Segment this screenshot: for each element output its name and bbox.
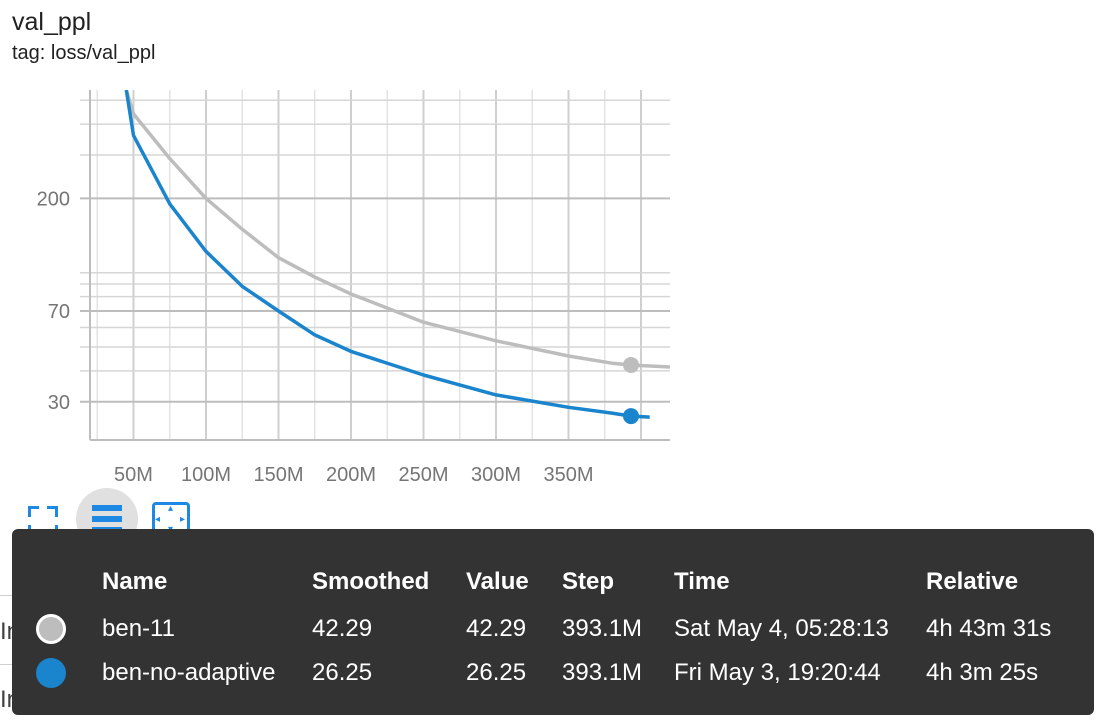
chart-ticks: 50M 100M 150M 200M 250M 300M 350M 30 70 200 [37, 188, 594, 486]
x-tick-label: 350M [543, 464, 593, 486]
header-smoothed: Smoothed [312, 568, 430, 595]
row-divider [0, 595, 20, 596]
series-line-1 [124, 90, 650, 419]
series-color-dot [36, 614, 66, 644]
x-tick-label: 50M [114, 464, 153, 486]
y-tick-label: 70 [48, 301, 70, 323]
chart-title: val_ppl [12, 8, 92, 36]
y-tick-label: 30 [48, 392, 70, 414]
x-tick-label: 150M [253, 464, 303, 486]
header-step: Step [562, 568, 615, 595]
header-relative: Relative [926, 568, 1019, 595]
row-value: 42.29 [466, 615, 527, 642]
row-smoothed: 42.29 [312, 615, 373, 642]
x-tick-label: 300M [471, 464, 521, 486]
row-smoothed: 26.25 [312, 659, 373, 686]
row-time: Sat May 4, 05:28:13 [674, 615, 889, 642]
series-line-0 [124, 90, 670, 369]
row-divider [0, 664, 20, 665]
line-chart[interactable]: 50M 100M 150M 200M 250M 300M 350M 30 70 200 [0, 0, 700, 490]
chart-tooltip: Name Smoothed Value Step Time Relative b… [12, 529, 1094, 715]
y-tick-label: 200 [37, 188, 70, 210]
x-tick-label: 100M [181, 464, 231, 486]
tooltip-header-row: Name Smoothed Value Step Time Relative [36, 565, 1076, 607]
chart-axes [89, 90, 670, 441]
chart-subtitle: tag: loss/val_ppl [12, 42, 156, 64]
row-relative: 4h 43m 31s [926, 615, 1052, 642]
series-highlight-point-1 [622, 408, 639, 425]
row-step: 393.1M [562, 659, 643, 686]
header-name: Name [102, 568, 168, 595]
row-relative: 4h 3m 25s [926, 659, 1039, 686]
header-time: Time [674, 568, 730, 595]
tooltip-row: ben-11 42.29 42.29 393.1M Sat May 4, 05:… [36, 607, 1076, 651]
series-color-dot [36, 658, 66, 688]
chart-grid [80, 90, 670, 440]
row-name: ben-no-adaptive [102, 659, 276, 686]
header-value: Value [466, 568, 529, 595]
series-highlight-point-0 [622, 356, 639, 373]
tooltip-row: ben-no-adaptive 26.25 26.25 393.1M Fri M… [36, 651, 1076, 695]
chart-series [124, 90, 670, 425]
x-tick-label: 250M [398, 464, 448, 486]
row-name: ben-11 [102, 615, 175, 642]
x-tick-label: 200M [326, 464, 376, 486]
row-time: Fri May 3, 19:20:44 [674, 659, 881, 686]
row-step: 393.1M [562, 615, 643, 642]
tooltip-table: Name Smoothed Value Step Time Relative b… [36, 565, 1076, 695]
row-value: 26.25 [466, 659, 527, 686]
